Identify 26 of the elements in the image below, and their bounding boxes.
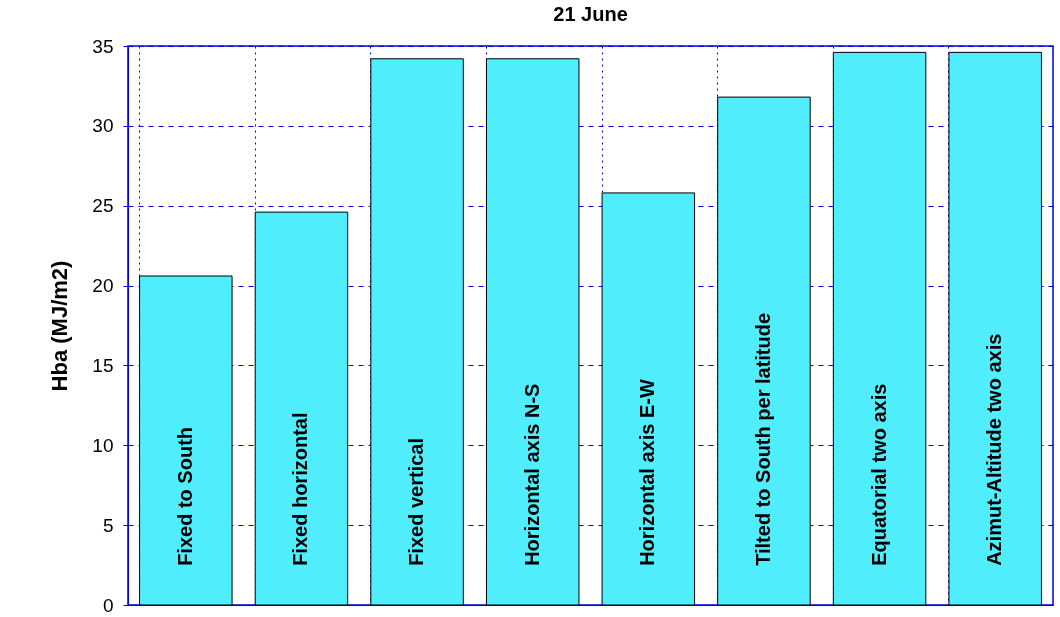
y-tick-label: 15 [92,354,114,376]
x-tick-label: Fixed to South [173,426,196,566]
y-tick-label: 30 [92,115,114,137]
bar [139,275,233,606]
y-tick-label: 25 [92,195,114,217]
x-tick-label: Tilted to South per latitude [751,312,774,566]
y-tick-label: 5 [102,514,114,536]
bar [254,211,349,606]
x-tick-label: Azimut-Altitude two axis [983,333,1006,566]
bar [370,58,464,606]
y-tick-label: 10 [92,434,114,456]
bar [601,192,696,606]
y-axis-title: Hba (MJ/m2) [47,260,73,392]
y-tick-label: 35 [92,35,114,57]
x-tick-label: Equatorial two axis [867,383,890,566]
bar [717,96,811,606]
x-tick-label: Fixed horizontal [289,412,312,566]
x-tick-label: Horizontal axis N-S [520,383,543,566]
chart-title: 21 June [553,3,628,25]
bar [948,51,1042,606]
x-tick-label: Fixed vertical [405,438,428,566]
y-tick-label: 20 [92,275,114,297]
x-tick-label: Horizontal axis E-W [636,379,659,566]
y-tick-label: 0 [102,594,114,616]
bar [485,58,580,606]
bar [832,51,927,606]
